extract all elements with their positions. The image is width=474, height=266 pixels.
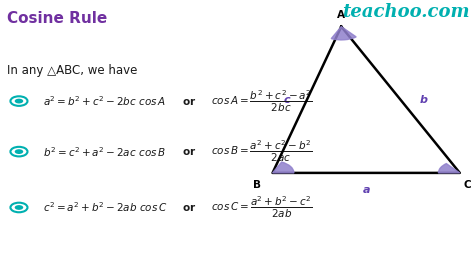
- Text: $\mathbf{or}$: $\mathbf{or}$: [182, 202, 197, 213]
- Text: In any △ABC, we have: In any △ABC, we have: [7, 64, 137, 77]
- Circle shape: [15, 99, 23, 103]
- Text: $a^2 = b^2 + c^2 - 2bc\ \mathit{cos\,A}$: $a^2 = b^2 + c^2 - 2bc\ \mathit{cos\,A}$: [43, 94, 166, 108]
- Text: $\mathit{cos\,C} = \dfrac{a^2 + b^2 - c^2}{2ab}$: $\mathit{cos\,C} = \dfrac{a^2 + b^2 - c^…: [211, 195, 313, 220]
- Text: a: a: [363, 185, 370, 195]
- Text: c: c: [284, 95, 290, 105]
- Wedge shape: [438, 164, 460, 173]
- Text: b: b: [419, 95, 428, 105]
- Circle shape: [10, 203, 27, 212]
- Text: $\mathbf{or}$: $\mathbf{or}$: [182, 146, 197, 157]
- Circle shape: [15, 205, 23, 210]
- Text: $b^2 = c^2 + a^2 - 2ac\ \mathit{cos\,B}$: $b^2 = c^2 + a^2 - 2ac\ \mathit{cos\,B}$: [43, 145, 166, 159]
- Circle shape: [15, 149, 23, 154]
- Text: $\mathbf{or}$: $\mathbf{or}$: [182, 95, 197, 107]
- Text: Cosine Rule: Cosine Rule: [7, 11, 107, 26]
- Text: $c^2 = a^2 + b^2 - 2ab\ \mathit{cos\,C}$: $c^2 = a^2 + b^2 - 2ab\ \mathit{cos\,C}$: [43, 201, 167, 214]
- Wedge shape: [273, 162, 294, 173]
- Text: A: A: [337, 10, 345, 20]
- Text: $\mathit{cos\,B} = \dfrac{a^2 + c^2 - b^2}{2ac}$: $\mathit{cos\,B} = \dfrac{a^2 + c^2 - b^…: [211, 139, 312, 164]
- Wedge shape: [331, 27, 356, 40]
- Text: C: C: [464, 180, 471, 190]
- Circle shape: [10, 96, 27, 106]
- Text: $\mathit{cos\,A} = \dfrac{b^2 + c^2 - a^2}{2bc}$: $\mathit{cos\,A} = \dfrac{b^2 + c^2 - a^…: [211, 89, 312, 114]
- Circle shape: [10, 147, 27, 156]
- Text: teachoo.com: teachoo.com: [342, 3, 469, 21]
- Text: B: B: [253, 180, 261, 190]
